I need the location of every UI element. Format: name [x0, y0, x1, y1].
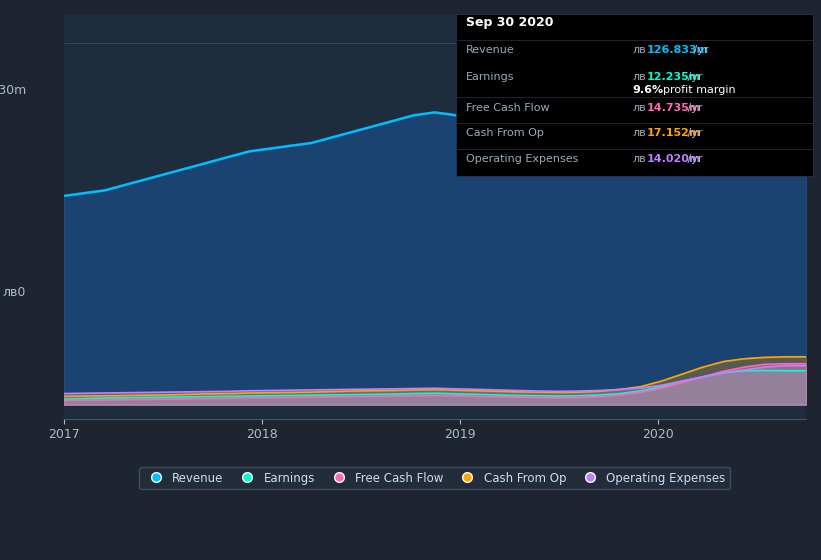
- Text: Sep 30 2020: Sep 30 2020: [466, 16, 553, 29]
- Legend: Revenue, Earnings, Free Cash Flow, Cash From Op, Operating Expenses: Revenue, Earnings, Free Cash Flow, Cash …: [140, 467, 731, 489]
- Text: Revenue: Revenue: [466, 45, 514, 55]
- Text: Free Cash Flow: Free Cash Flow: [466, 102, 549, 113]
- Text: лв: лв: [632, 102, 646, 113]
- Text: 9.6%: 9.6%: [632, 85, 663, 95]
- Text: Cash From Op: Cash From Op: [466, 128, 544, 138]
- Text: лв: лв: [632, 72, 646, 82]
- Text: /yr: /yr: [685, 102, 703, 113]
- Text: profit margin: profit margin: [663, 85, 736, 95]
- Text: /yr: /yr: [685, 154, 703, 164]
- Text: Earnings: Earnings: [466, 72, 514, 82]
- Text: /yr: /yr: [685, 72, 703, 82]
- Text: лв: лв: [632, 45, 646, 55]
- Text: Operating Expenses: Operating Expenses: [466, 154, 578, 164]
- Text: 14.020m: 14.020m: [647, 154, 701, 164]
- Text: /yr: /yr: [690, 45, 709, 55]
- Text: 12.235m: 12.235m: [647, 72, 701, 82]
- Text: лв0: лв0: [3, 286, 26, 299]
- Text: 126.833m: 126.833m: [647, 45, 709, 55]
- Text: лв: лв: [632, 154, 646, 164]
- Text: 17.152m: 17.152m: [647, 128, 701, 138]
- Text: лв: лв: [632, 128, 646, 138]
- Text: /yr: /yr: [685, 128, 703, 138]
- Text: 14.735m: 14.735m: [647, 102, 701, 113]
- Text: лв130m: лв130m: [0, 84, 26, 97]
